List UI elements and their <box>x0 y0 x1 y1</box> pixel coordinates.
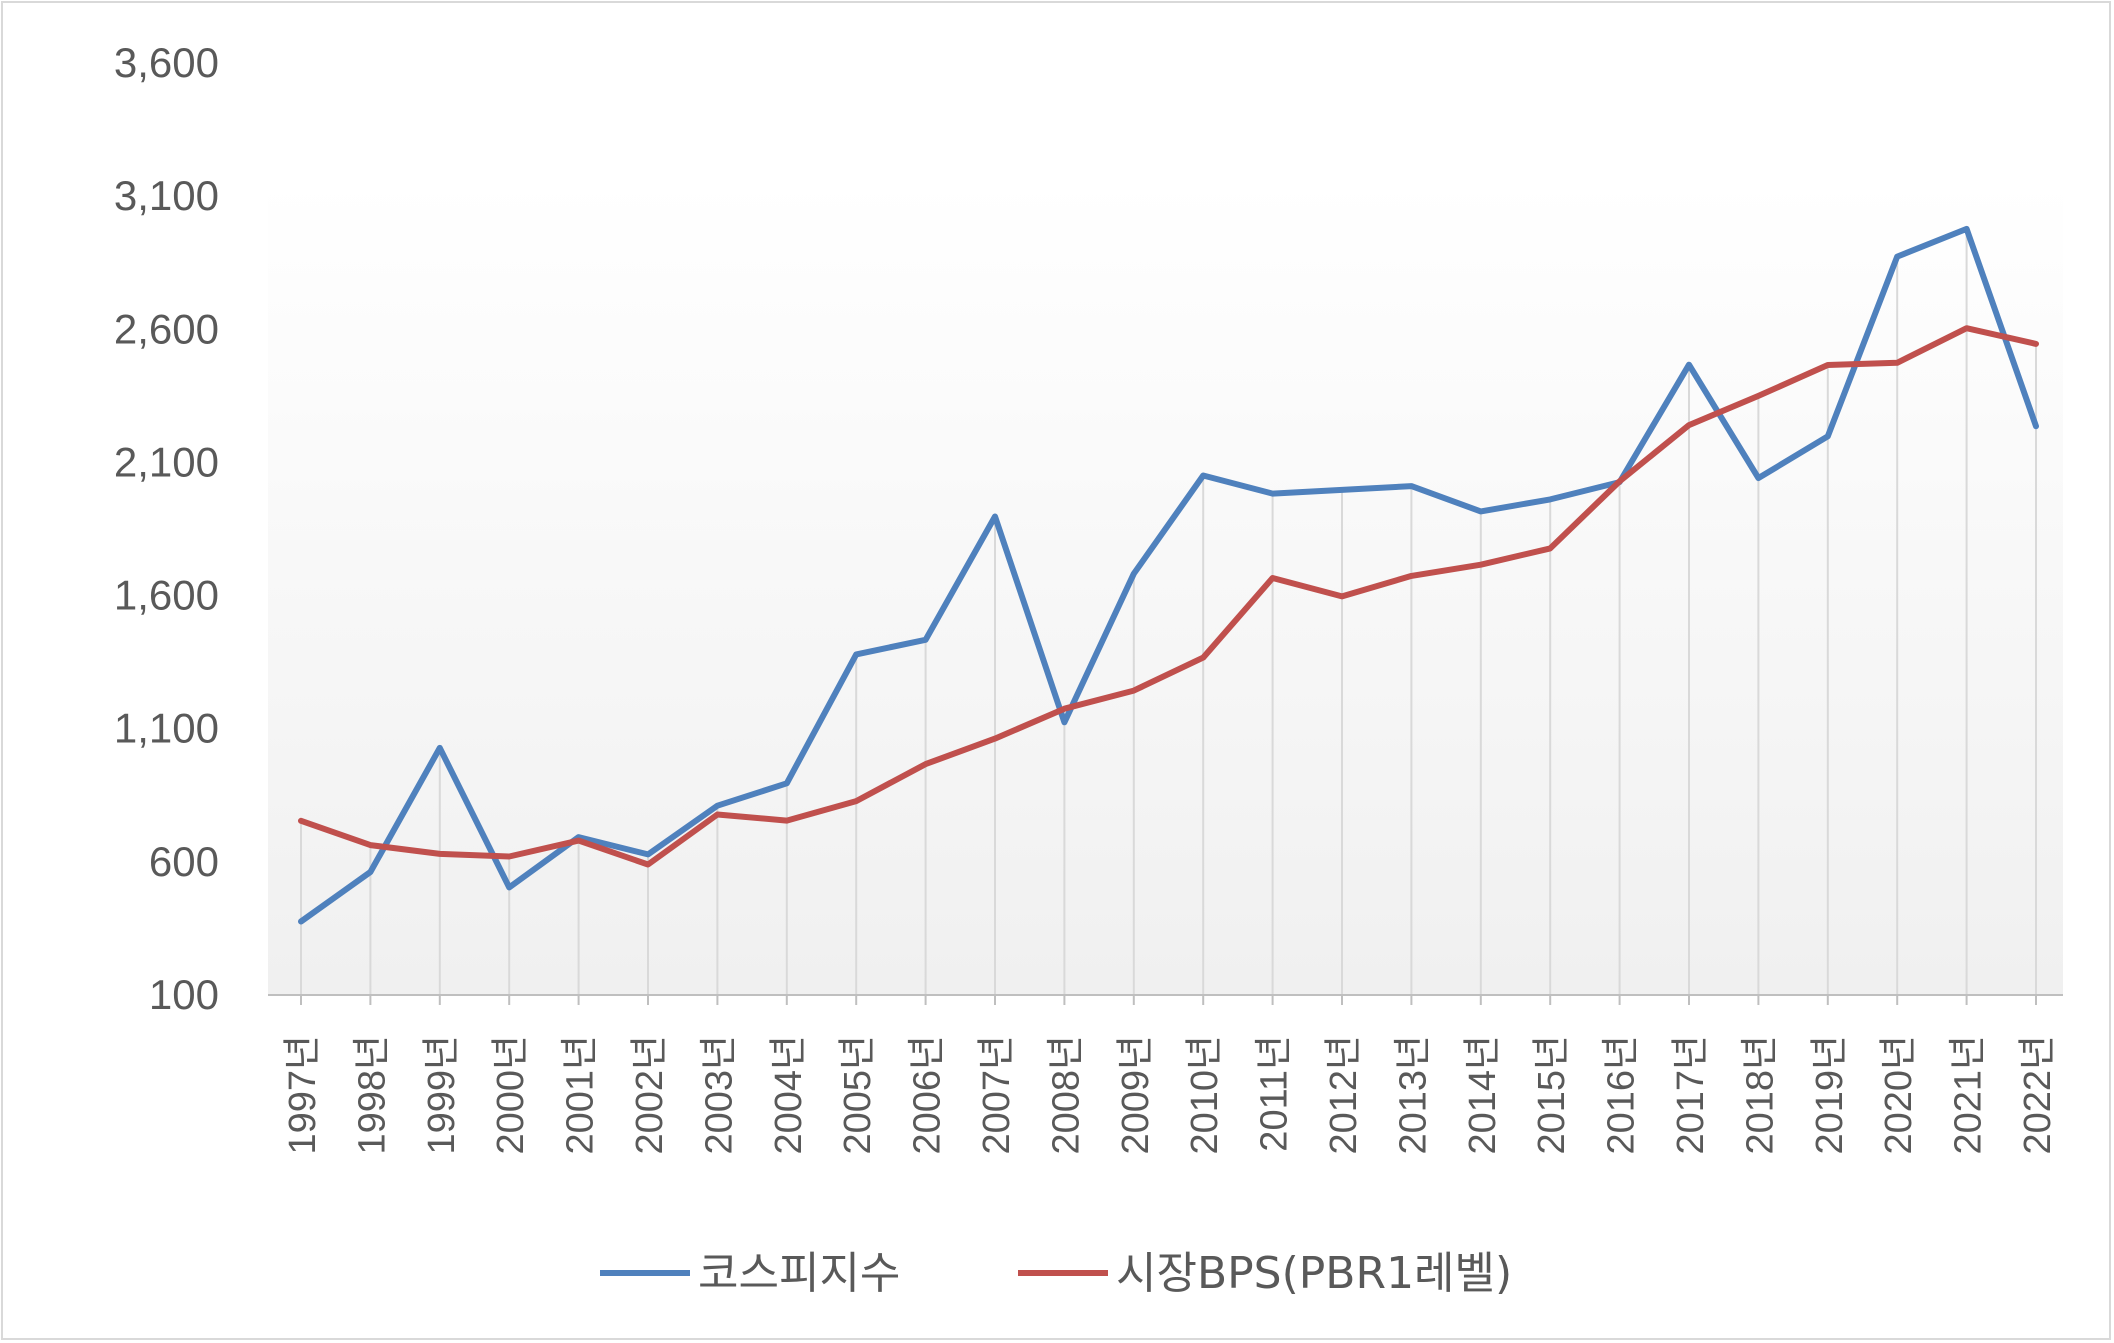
x-tick-label: 2004년 <box>768 1035 810 1155</box>
x-tick-label: 2020년 <box>1878 1035 1920 1155</box>
x-tick-label: 2016년 <box>1601 1035 1643 1155</box>
x-tick-label: 2021년 <box>1948 1035 1990 1155</box>
series-line <box>298 225 2039 925</box>
x-axis-ticks: 1997년 1998년 1999년 2000년 2001년 2002년 2003년 2004년… <box>282 1035 2059 1155</box>
legend: 코스피지수 시장BPS(PBR1레벨) <box>600 1248 1512 1299</box>
legend-label: 코스피지수 <box>698 1248 900 1299</box>
x-tick-label: 2008년 <box>1045 1035 1087 1155</box>
x-tick-label: 2018년 <box>1739 1035 1781 1155</box>
y-tick-label: 1,100 <box>114 705 219 752</box>
line-chart: 100 600 1,100 1,600 2,100 2,600 3,100 3,600 199… <box>114 39 2063 1299</box>
x-tick-label: 2011년 <box>1254 1035 1296 1152</box>
x-tick-label: 2005년 <box>837 1035 879 1155</box>
y-tick-label: 3,600 <box>114 39 219 86</box>
y-tick-label: 2,100 <box>114 438 219 485</box>
x-tick-label: 1999년 <box>421 1035 463 1155</box>
y-tick-label: 1,600 <box>114 572 219 619</box>
x-tick-label: 2013년 <box>1392 1035 1434 1155</box>
x-tick-label: 2017년 <box>1670 1035 1712 1155</box>
legend-label: 시장BPS(PBR1레벨) <box>1116 1248 1512 1299</box>
x-tick-label: 2019년 <box>1809 1035 1851 1155</box>
x-tick-label: 2006년 <box>907 1035 949 1155</box>
y-tick-label: 3,100 <box>114 172 219 219</box>
y-tick-label: 100 <box>149 971 219 1018</box>
series-lines <box>298 225 2039 925</box>
x-tick-label: 2012년 <box>1323 1035 1365 1155</box>
x-tick-label: 2003년 <box>698 1035 740 1155</box>
x-tick-label: 2014년 <box>1462 1035 1504 1155</box>
drop-lines <box>300 228 2037 1005</box>
y-tick-label: 600 <box>149 838 219 885</box>
x-tick-label: 2007년 <box>976 1035 1018 1155</box>
x-tick-label: 2015년 <box>1531 1035 1573 1155</box>
y-tick-label: 2,600 <box>114 305 219 352</box>
plot-background <box>268 180 2063 995</box>
x-tick-label: 2022년 <box>2017 1035 2059 1155</box>
x-tick-label: 2009년 <box>1115 1035 1157 1155</box>
x-tick-label: 2001년 <box>560 1035 602 1155</box>
x-tick-label: 2002년 <box>629 1035 671 1155</box>
x-tick-label: 1997년 <box>282 1035 324 1155</box>
y-axis-ticks: 100 600 1,100 1,600 2,100 2,600 3,100 3,600 <box>114 39 219 1018</box>
x-tick-label: 2000년 <box>490 1035 532 1155</box>
x-tick-label: 1998년 <box>351 1035 393 1155</box>
series-line <box>298 325 2039 868</box>
x-tick-label: 2010년 <box>1184 1035 1226 1155</box>
